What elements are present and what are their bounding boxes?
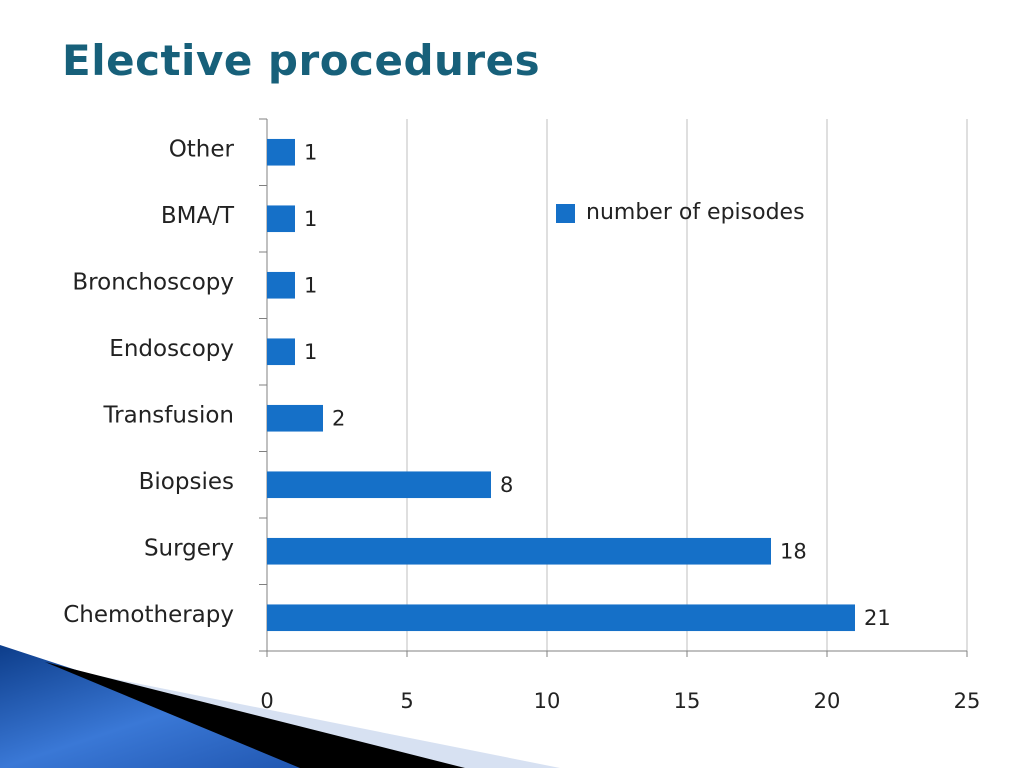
x-tick-label: 5 [400,689,413,713]
page-title: Elective procedures [62,36,541,85]
bar-other [267,138,295,166]
data-label: 1 [304,207,317,231]
data-label: 8 [500,473,513,497]
legend-swatch [556,204,575,223]
bar-surgery [267,537,771,565]
x-tick-label: 0 [260,689,273,713]
data-label: 1 [304,340,317,364]
category-label: Other [169,136,235,162]
x-tick-label: 25 [954,689,981,713]
bar-biopsies [267,471,491,499]
bar-bma-t [267,205,295,233]
category-label: Chemotherapy [63,602,234,628]
bars [267,138,855,632]
x-tick-label: 20 [814,689,841,713]
bar-transfusion [267,404,323,432]
category-label: Surgery [144,535,234,561]
bar-bronchoscopy [267,271,295,299]
category-label: Bronchoscopy [72,269,234,295]
data-label: 2 [332,406,345,430]
category-label: Transfusion [103,402,234,428]
category-label: Endoscopy [109,336,234,362]
x-tick-label: 10 [534,689,561,713]
category-label: Biopsies [139,469,234,495]
bar-chemotherapy [267,604,855,632]
x-tick-label: 15 [674,689,701,713]
data-label: 1 [304,273,317,297]
legend: number of episodes [556,200,805,225]
data-label: 21 [864,606,891,630]
category-label: BMA/T [161,203,235,229]
data-label: 1 [304,140,317,164]
data-label: 18 [780,539,807,563]
labels: Other 1 BMA/T 1 Bronchoscopy 1 Endoscopy 1 Trans… [63,136,891,630]
bar-endoscopy [267,338,295,366]
legend-label: number of episodes [586,200,805,225]
